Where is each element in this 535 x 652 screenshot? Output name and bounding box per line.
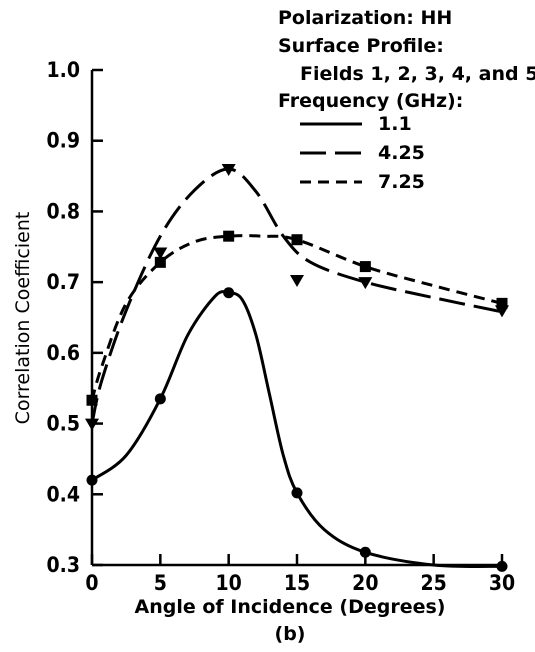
legend-frequency-header: Frequency (GHz): bbox=[278, 90, 463, 112]
x-tick-label: 15 bbox=[284, 571, 310, 595]
data-point-4-25-ghz bbox=[85, 418, 99, 431]
y-tick-label: 1.0 bbox=[47, 58, 80, 82]
legend-surface-profile: Surface Profile: bbox=[278, 35, 444, 57]
legend-fields: Fields 1, 2, 3, 4, and 5 bbox=[300, 63, 535, 85]
y-tick-label: 0.3 bbox=[47, 553, 80, 577]
series-markers bbox=[85, 164, 509, 572]
legend: Polarization: HH Surface Profile: Fields… bbox=[278, 7, 535, 193]
data-point-7-25-ghz bbox=[154, 256, 166, 268]
data-point-4-25-ghz bbox=[290, 275, 304, 288]
series-line-4-25-ghz bbox=[90, 167, 503, 424]
data-point-4-25-ghz bbox=[221, 164, 236, 176]
data-point-7-25-ghz bbox=[359, 261, 371, 273]
y-tick-label: 0.9 bbox=[47, 129, 80, 153]
y-tick-label: 0.8 bbox=[47, 199, 80, 223]
legend-label-7-25-ghz: 7.25 bbox=[378, 171, 425, 193]
data-point-1-1-ghz bbox=[154, 393, 166, 405]
data-point-4-25-ghz bbox=[153, 247, 168, 260]
y-tick-label: 0.7 bbox=[47, 270, 80, 294]
y-ticks: 0.3 0.4 0.5 0.6 0.7 0.8 0.9 1.0 bbox=[47, 58, 103, 577]
x-tick-label: 25 bbox=[421, 571, 447, 595]
data-point-4-25-ghz bbox=[358, 277, 373, 290]
data-point-1-1-ghz bbox=[496, 560, 508, 572]
x-tick-label: 30 bbox=[489, 571, 515, 595]
x-tick-label: 5 bbox=[154, 571, 167, 595]
legend-label-4-25-ghz: 4.25 bbox=[378, 142, 425, 164]
data-point-7-25-ghz bbox=[291, 234, 303, 246]
x-axis-title: Angle of Incidence (Degrees) bbox=[134, 596, 445, 618]
y-axis-title: Correlation Coefficient bbox=[12, 212, 34, 425]
y-tick-label: 0.6 bbox=[47, 341, 80, 365]
series-lines bbox=[90, 167, 503, 569]
y-tick-label: 0.5 bbox=[47, 412, 80, 436]
legend-entries: 1.1 4.25 7.25 bbox=[300, 113, 425, 193]
data-point-1-1-ghz bbox=[291, 487, 303, 499]
legend-polarization: Polarization: HH bbox=[278, 7, 452, 29]
x-tick-label: 0 bbox=[85, 571, 98, 595]
figure-caption: (b) bbox=[275, 623, 306, 645]
series-line-7-25-ghz bbox=[90, 234, 503, 401]
data-point-1-1-ghz bbox=[359, 546, 371, 558]
x-ticks: 0 5 10 15 20 25 30 bbox=[85, 554, 515, 595]
x-tick-label: 10 bbox=[216, 571, 242, 595]
data-point-7-25-ghz bbox=[86, 394, 98, 406]
legend-label-1-1-ghz: 1.1 bbox=[378, 113, 412, 135]
y-tick-label: 0.4 bbox=[47, 482, 80, 506]
series-line-1-1-ghz bbox=[91, 290, 503, 569]
data-point-7-25-ghz bbox=[496, 297, 508, 309]
data-point-1-1-ghz bbox=[86, 474, 98, 486]
data-point-1-1-ghz bbox=[223, 287, 235, 299]
data-point-7-25-ghz bbox=[223, 230, 235, 242]
x-tick-label: 20 bbox=[352, 571, 378, 595]
